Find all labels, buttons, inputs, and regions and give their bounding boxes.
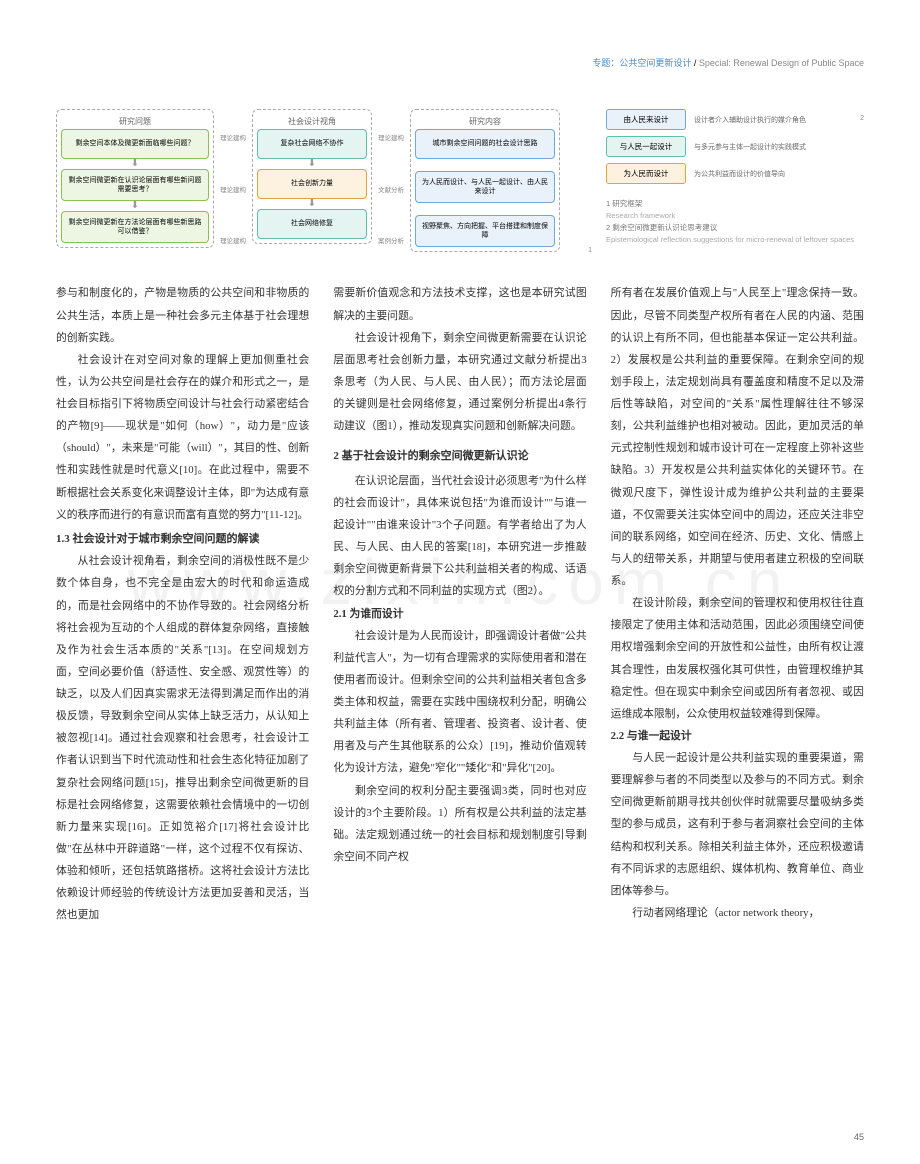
para: 与人民一起设计是公共利益实现的重要渠道，需要理解参与者的不同类型以及参与的不同方…: [611, 747, 864, 902]
connectors-12: 理论建构 理论建构 理论建构: [220, 109, 246, 252]
epistemology-diagram: 由人民来设计 设计者介入辅助设计执行的媒介角色 与人民一起设计 与多元参与主体一…: [606, 109, 864, 252]
page-header: 专题：公共空间更新设计 / Special: Renewal Design of…: [56, 56, 864, 69]
d2-box3: 为人民而设计: [606, 163, 686, 184]
para: 在设计阶段，剩余空间的管理权和使用权往往直接限定了使用主体和活动范围，因此必须围…: [611, 592, 864, 725]
para: 行动者网络理论（actor network theory，: [611, 902, 864, 924]
d2-row2: 与人民一起设计 与多元参与主体一起设计的实践模式: [606, 136, 864, 157]
research-framework-diagram: 研究问题 剩余空间本体及微更新面临哪些问题？ ⬇ 剩余空间微更新在认识论层面有哪…: [56, 109, 586, 252]
para: 参与和制度化的，产物是物质的公共空间和非物质的公共生活，本质上是一种社会多元主体…: [56, 282, 309, 348]
col1-title: 研究问题: [61, 116, 209, 127]
conn-label: 案例分析: [378, 235, 404, 245]
cap1-en: Research framework: [606, 210, 864, 222]
conn-label: 理论建构: [220, 132, 246, 142]
text-col-left: 参与和制度化的，产物是物质的公共空间和非物质的公共生活，本质上是一种社会多元主体…: [56, 282, 309, 926]
cap2-cn: 剩余空间微更新认识论思考建议: [612, 223, 717, 232]
d1-c3-b1: 城市剩余空间问题的社会设计思路: [415, 129, 555, 159]
d2-row3: 为人民而设计 为公共利益而设计的价值导向 2: [606, 163, 864, 184]
header-sep: /: [691, 58, 699, 68]
conn-label: 理论建构: [220, 235, 246, 245]
d1-c2-b3: 社会网络修复: [257, 209, 367, 239]
para: 需要新价值观念和方法技术支撑，这也是本研究试图解决的主要问题。: [333, 282, 586, 326]
d1-c1-b1: 剩余空间本体及微更新面临哪些问题？: [61, 129, 209, 159]
text-col-mid: 需要新价值观念和方法技术支撑，这也是本研究试图解决的主要问题。 社会设计视角下，…: [333, 282, 586, 926]
heading-1-3: 1.3 社会设计对于城市剩余空间问题的解读: [56, 528, 309, 551]
arrow-icon: ⬇: [61, 201, 209, 211]
para: 所有者在发展价值观上与"人民至上"理念保持一致。因此，尽管不同类型产权所有者在人…: [611, 282, 864, 592]
para: 社会设计是为人民而设计，即强调设计者做"公共利益代言人"，为一切有合理需求的实际…: [333, 625, 586, 780]
para: 从社会设计视角看，剩余空间的消极性既不是少数个体自身，也不完全是由宏大的时代和命…: [56, 550, 309, 926]
conn-label: 文献分析: [378, 184, 404, 194]
d2-box2: 与人民一起设计: [606, 136, 686, 157]
heading-2-1: 2.1 为谁而设计: [333, 603, 586, 625]
heading-2-2: 2.2 与谁一起设计: [611, 725, 864, 747]
conn-label: 理论建构: [378, 132, 404, 142]
d1-c2-b1: 复杂社会网络不协作: [257, 129, 367, 159]
col2-title: 社会设计视角: [257, 116, 367, 127]
fig1-label: 1: [588, 247, 592, 254]
cap2-num: 2: [606, 223, 610, 232]
para: 在认识论层面，当代社会设计必须思考"为什么样的社会而设计"，具体来说包括"为谁而…: [333, 470, 586, 603]
d2-box1: 由人民来设计: [606, 109, 686, 130]
text-col-right: 所有者在发展价值观上与"人民至上"理念保持一致。因此，尽管不同类型产权所有者在人…: [611, 282, 864, 926]
d2-label1: 设计者介入辅助设计执行的媒介角色: [694, 115, 864, 125]
d1-c3-b3: 视野聚焦、方向把握、平台搭建和制度保障: [415, 215, 555, 247]
header-topic-cn: 专题：公共空间更新设计: [592, 58, 691, 68]
arrow-icon: ⬇: [257, 159, 367, 169]
para: 社会设计在对空间对象的理解上更加侧重社会性，认为公共空间是社会存在的媒介和形式之…: [56, 349, 309, 526]
figure-captions: 1 研究框架 Research framework 2 剩余空间微更新认识论思考…: [606, 198, 864, 246]
diagrams-row: 研究问题 剩余空间本体及微更新面临哪些问题？ ⬇ 剩余空间微更新在认识论层面有哪…: [56, 109, 864, 252]
para: 社会设计视角下，剩余空间微更新需要在认识论层面思考社会创新力量，本研究通过文献分…: [333, 327, 586, 438]
body-columns: 参与和制度化的，产物是物质的公共空间和非物质的公共生活，本质上是一种社会多元主体…: [56, 282, 864, 926]
heading-2: 2 基于社会设计的剩余空间微更新认识论: [333, 445, 586, 468]
col3-title: 研究内容: [415, 116, 555, 127]
page-number: 45: [854, 1132, 864, 1142]
cap1-cn: 研究框架: [612, 199, 642, 208]
header-topic-en: Special: Renewal Design of Public Space: [699, 58, 864, 68]
arrow-icon: ⬇: [61, 159, 209, 169]
d2-label3: 为公共利益而设计的价值导向: [694, 169, 864, 179]
d2-label2: 与多元参与主体一起设计的实践模式: [694, 142, 864, 152]
connectors-23: 理论建构 文献分析 案例分析: [378, 109, 404, 252]
fig2-label: 2: [860, 115, 864, 122]
para: 剩余空间的权利分配主要强调3类，同时也对应设计的3个主要阶段。1）所有权是公共利…: [333, 780, 586, 869]
conn-label: 理论建构: [220, 184, 246, 194]
d1-c1-b3: 剩余空间微更新在方法论层面有哪些新思路可以借鉴？: [61, 211, 209, 243]
arrow-icon: ⬇: [257, 199, 367, 209]
d1-c1-b2: 剩余空间微更新在认识论层面有哪些新问题需要思考？: [61, 169, 209, 201]
cap1-num: 1: [606, 199, 610, 208]
cap2-en: Epistemological reflection suggestions f…: [606, 234, 864, 246]
d1-c2-b2: 社会创新力量: [257, 169, 367, 199]
d2-row1: 由人民来设计 设计者介入辅助设计执行的媒介角色: [606, 109, 864, 130]
d1-c3-b2: 为人民而设计、与人民一起设计、由人民来设计: [415, 171, 555, 203]
